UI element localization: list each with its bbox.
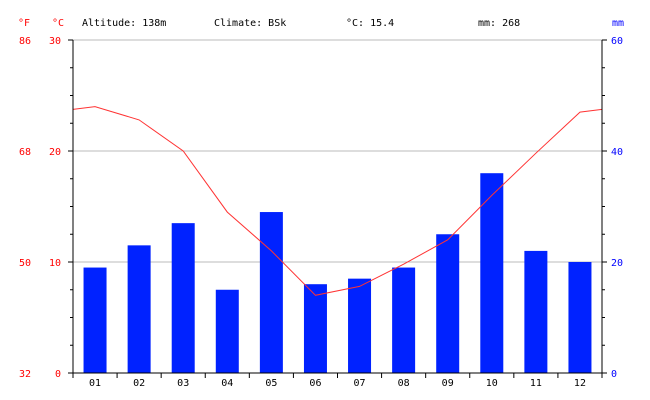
fahrenheit-tick-label: 86 <box>19 36 31 47</box>
mm-tick-label: 60 <box>611 36 623 47</box>
precipitation-bar-04 <box>215 289 239 373</box>
precipitation-bar-02 <box>127 245 151 373</box>
precipitation-bar-08 <box>392 267 416 373</box>
celsius-tick-label: 10 <box>49 258 61 269</box>
axes <box>68 39 607 378</box>
month-label-12: 12 <box>574 378 586 389</box>
month-label-09: 09 <box>442 378 454 389</box>
precipitation-bar-05 <box>259 212 283 373</box>
fahrenheit-tick-label: 68 <box>19 147 31 158</box>
celsius-tick-label: 30 <box>49 36 61 47</box>
precipitation-bar-12 <box>568 262 592 373</box>
climate-label: Climate: BSk <box>214 18 286 29</box>
precipitation-bar-11 <box>524 250 548 373</box>
month-label-10: 10 <box>486 378 498 389</box>
mean-temperature-label: °C: 15.4 <box>346 18 394 29</box>
mm-tick-label: 0 <box>611 369 617 380</box>
precipitation-bar-06 <box>303 284 327 373</box>
grid-lines <box>73 39 602 263</box>
month-label-05: 05 <box>265 378 277 389</box>
month-label-02: 02 <box>133 378 145 389</box>
fahrenheit-tick-label: 50 <box>19 258 31 269</box>
precipitation-bars <box>83 173 592 373</box>
month-label-04: 04 <box>221 378 233 389</box>
mm-tick-label: 40 <box>611 147 623 158</box>
month-label-01: 01 <box>89 378 101 389</box>
precipitation-bar-03 <box>171 223 195 373</box>
precipitation-bar-09 <box>436 234 460 373</box>
tick-labels: 0 32 10 50 20 68 30 86 0 20 40 60 01 02 03 04 05 06 07 08 09… <box>19 36 623 389</box>
altitude-label: Altitude: 138m <box>82 18 166 29</box>
month-label-07: 07 <box>354 378 366 389</box>
celsius-unit-label: °C <box>52 18 64 29</box>
month-label-08: 08 <box>398 378 410 389</box>
fahrenheit-unit-label: °F <box>18 18 30 29</box>
temperature-line <box>72 106 603 296</box>
total-precipitation-label: mm: 268 <box>478 18 520 29</box>
precipitation-bar-07 <box>348 278 372 373</box>
mm-unit-label: mm <box>612 18 624 29</box>
celsius-tick-label: 20 <box>49 147 61 158</box>
fahrenheit-tick-label: 32 <box>19 369 31 380</box>
month-label-11: 11 <box>530 378 542 389</box>
month-label-06: 06 <box>309 378 321 389</box>
month-label-03: 03 <box>177 378 189 389</box>
mm-tick-label: 20 <box>611 258 623 269</box>
precipitation-bar-10 <box>480 173 504 373</box>
precipitation-bar-01 <box>83 267 107 373</box>
celsius-tick-label: 0 <box>55 369 61 380</box>
